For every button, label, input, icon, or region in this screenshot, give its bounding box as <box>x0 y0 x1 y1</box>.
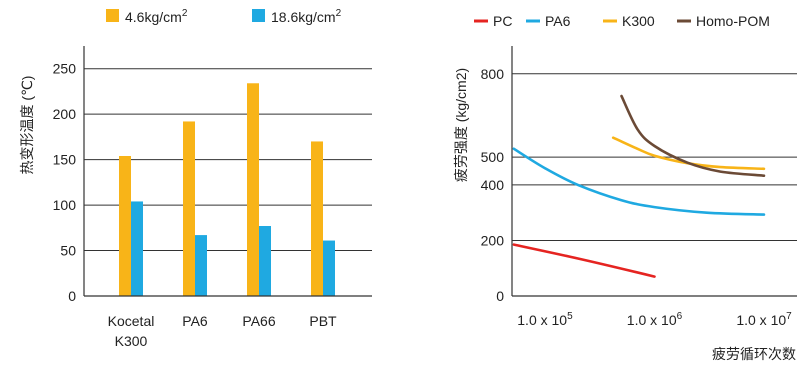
bar-2 <box>195 235 207 296</box>
bar-chart-y-axis-label: 热变形温度 (℃) <box>19 76 35 175</box>
bar-1 <box>311 141 323 296</box>
bar-chart-y-tick-label: 150 <box>53 152 77 168</box>
legend-label: K300 <box>622 13 655 29</box>
bar-2 <box>259 226 271 296</box>
bar-chart-legend: 4.6kg/cm2 18.6kg/cm2 <box>106 8 342 25</box>
bar-2 <box>323 240 335 296</box>
line-chart-y-tick-label: 500 <box>481 149 505 165</box>
line-chart-gridlines <box>512 73 797 241</box>
series-line-homo-pom <box>620 94 766 177</box>
bar-chart-bars <box>119 83 335 296</box>
bar-chart-x-ticks: Kocetal K300 PA6 PA66 PBT <box>108 313 337 349</box>
bar-chart-y-tick-label: 0 <box>68 288 76 304</box>
line-chart-x-tick-label: 1.0 x 106 <box>627 311 683 328</box>
bar-1 <box>119 156 131 296</box>
bar-1 <box>183 121 195 296</box>
line-chart-x-tick-label: 1.0 x 107 <box>736 311 792 328</box>
bar-chart-y-tick-label: 200 <box>53 106 77 122</box>
legend-label: PA6 <box>545 13 571 29</box>
legend-label: Homo-POM <box>696 13 770 29</box>
bar-chart-x-tick-label: PBT <box>309 313 337 329</box>
line-chart-y-tick-label: 800 <box>481 66 505 82</box>
line-chart-y-tick-label: 0 <box>496 288 504 304</box>
bar-chart-y-tick-label: 50 <box>60 243 76 259</box>
line-chart-series <box>512 94 766 278</box>
series-line-pc <box>512 243 656 278</box>
line-chart-x-tick-label: 1.0 x 105 <box>517 311 573 328</box>
bar-chart-x-tick-label: PA66 <box>242 313 275 329</box>
line-chart: PC PA6 K300 Homo-POM 0 200 400 500 800 1.0 x 10… <box>453 13 797 362</box>
bar-chart: 4.6kg/cm2 18.6kg/cm2 0 50 100 150 200 250 Koce… <box>19 8 372 349</box>
line-chart-y-tick-label: 200 <box>481 232 505 248</box>
line-chart-x-ticks: 1.0 x 105 1.0 x 106 1.0 x 107 <box>517 311 792 328</box>
bar-chart-y-ticks: 0 50 100 150 200 250 <box>53 61 77 304</box>
bar-chart-x-tick-label: PA6 <box>182 313 208 329</box>
series-line-pa6 <box>512 147 766 216</box>
line-chart-axes <box>511 46 797 297</box>
bar-1 <box>247 83 259 296</box>
bar-chart-axes <box>83 46 372 297</box>
legend-swatch <box>106 9 119 22</box>
legend-swatch <box>252 9 265 22</box>
bar-chart-y-tick-label: 100 <box>53 197 77 213</box>
bar-chart-x-tick-label: K300 <box>115 333 148 349</box>
line-chart-legend: PC PA6 K300 Homo-POM <box>474 13 770 29</box>
line-chart-x-axis-label: 疲劳循环次数 <box>712 346 796 362</box>
line-chart-y-ticks: 0 200 400 500 800 <box>481 66 505 304</box>
series-line-k300 <box>611 136 766 171</box>
bar-2 <box>131 201 143 296</box>
line-chart-y-tick-label: 400 <box>481 177 505 193</box>
legend-label: 4.6kg/cm2 <box>125 8 188 25</box>
bar-chart-x-tick-label: Kocetal <box>108 313 155 329</box>
line-chart-y-axis-label: 疲劳强度 (kg/cm2) <box>453 68 469 182</box>
legend-label: 18.6kg/cm2 <box>271 8 342 25</box>
bar-chart-y-tick-label: 250 <box>53 61 77 77</box>
legend-label: PC <box>493 13 512 29</box>
